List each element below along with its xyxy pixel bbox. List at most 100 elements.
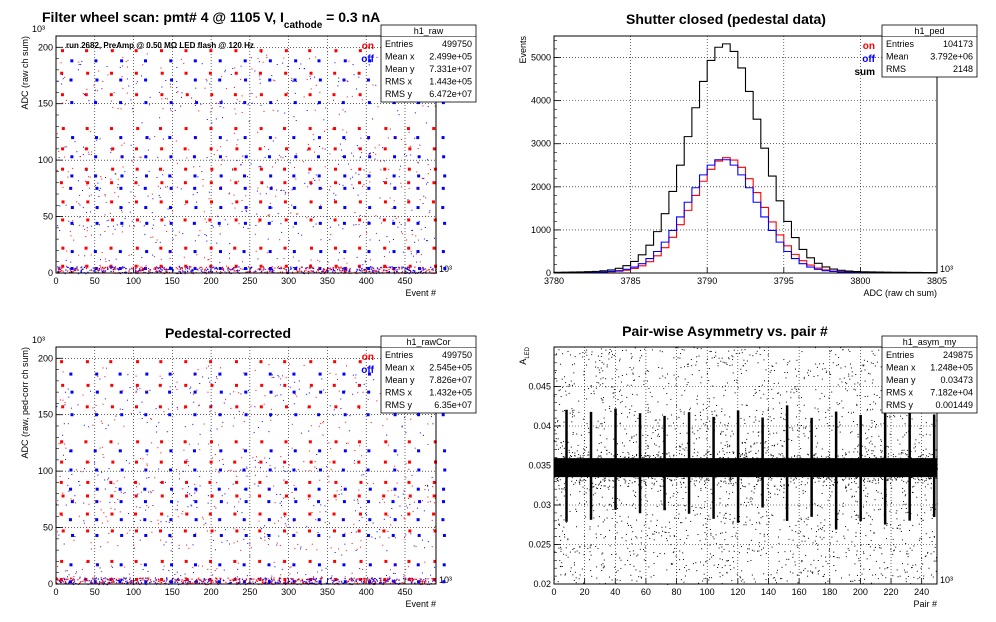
data-point-on bbox=[362, 391, 364, 393]
data-point-on bbox=[327, 51, 329, 53]
data-point-off bbox=[244, 78, 248, 82]
data-point-off bbox=[207, 502, 209, 504]
data-point-on bbox=[283, 512, 287, 516]
data-point-on bbox=[154, 477, 156, 479]
data-point-off bbox=[427, 581, 430, 583]
data-point-off bbox=[192, 449, 196, 453]
data-point-on bbox=[372, 84, 374, 86]
data-point-on bbox=[309, 75, 311, 77]
data-point bbox=[640, 537, 642, 539]
data-point-on bbox=[311, 270, 313, 272]
data-point-on bbox=[267, 578, 269, 580]
data-point-on bbox=[258, 520, 260, 522]
data-point-on bbox=[165, 271, 167, 273]
data-point-off bbox=[219, 449, 223, 453]
data-point-on bbox=[161, 98, 163, 100]
data-point-on bbox=[191, 578, 193, 580]
data-point-off bbox=[143, 487, 147, 491]
data-point-on bbox=[332, 267, 334, 269]
data-point-on bbox=[358, 440, 362, 444]
data-point-off bbox=[355, 550, 357, 552]
data-point-off bbox=[371, 118, 373, 120]
data-point-off bbox=[82, 268, 84, 270]
data-point bbox=[767, 380, 769, 382]
y-tick-label: 200 bbox=[38, 42, 53, 52]
data-point-on bbox=[334, 271, 337, 273]
data-point-off bbox=[324, 148, 326, 150]
data-point-on bbox=[258, 480, 262, 484]
data-point-off bbox=[403, 490, 405, 492]
data-point-off bbox=[189, 493, 191, 495]
data-point-off bbox=[400, 223, 402, 225]
data-point-off bbox=[434, 566, 436, 568]
data-point bbox=[758, 550, 760, 552]
data-point-on bbox=[208, 218, 212, 222]
data-point-on bbox=[290, 581, 292, 583]
data-point-off bbox=[414, 582, 416, 584]
data-point-off bbox=[434, 237, 436, 239]
data-point-off bbox=[359, 269, 361, 272]
data-point-on bbox=[268, 215, 270, 217]
data-point bbox=[697, 430, 699, 432]
data-point-on bbox=[238, 501, 240, 503]
data-point-on bbox=[157, 519, 159, 521]
data-point-off bbox=[189, 392, 191, 394]
data-point-on bbox=[101, 571, 103, 573]
plot-frame bbox=[553, 35, 938, 274]
data-point bbox=[558, 390, 560, 392]
y-exponent: 10³ bbox=[32, 24, 45, 34]
data-point-on bbox=[179, 268, 181, 271]
data-point-on bbox=[411, 234, 413, 236]
data-point-on bbox=[146, 463, 148, 465]
data-point-on bbox=[62, 371, 64, 373]
data-point-off bbox=[230, 74, 232, 76]
data-point-on bbox=[316, 549, 318, 551]
data-point-off bbox=[402, 251, 404, 253]
data-point-on bbox=[65, 570, 67, 572]
x-tick-label: 200 bbox=[204, 587, 219, 597]
data-point-off bbox=[294, 487, 298, 491]
data-point bbox=[838, 364, 840, 366]
data-point-off bbox=[84, 468, 86, 470]
data-point-on bbox=[131, 268, 133, 270]
data-point-off bbox=[226, 139, 228, 141]
data-point-off bbox=[78, 64, 80, 66]
data-point bbox=[715, 414, 717, 416]
data-point-off bbox=[393, 206, 397, 210]
data-point-on bbox=[198, 405, 200, 407]
data-point-off bbox=[400, 231, 402, 233]
data-point-on bbox=[422, 269, 424, 271]
data-point bbox=[825, 582, 827, 584]
data-point-off bbox=[207, 581, 209, 583]
data-point-off bbox=[104, 479, 106, 481]
data-point-off bbox=[240, 469, 242, 471]
data-point-off bbox=[248, 120, 250, 122]
data-point-off bbox=[62, 454, 64, 456]
data-point bbox=[774, 579, 776, 581]
data-point-on bbox=[233, 391, 235, 393]
data-point-off bbox=[369, 579, 372, 581]
data-point-on bbox=[433, 529, 437, 533]
data-point-off bbox=[405, 271, 407, 273]
data-point-on bbox=[110, 559, 114, 563]
data-point-on bbox=[80, 580, 82, 582]
data-point-off bbox=[198, 234, 200, 236]
data-point-off bbox=[56, 578, 58, 581]
data-point-on bbox=[100, 509, 102, 511]
data-point-on bbox=[310, 264, 312, 266]
data-point-on bbox=[271, 377, 273, 379]
data-point-on bbox=[283, 246, 287, 250]
x-axis-label: ADC (raw ch sum) bbox=[863, 288, 937, 298]
data-point-off bbox=[242, 563, 246, 567]
data-point-on bbox=[145, 265, 147, 267]
data-point bbox=[600, 534, 602, 536]
data-point-on bbox=[60, 581, 63, 583]
data-point-on bbox=[384, 127, 388, 131]
data-point-off bbox=[286, 582, 288, 585]
data-point-off bbox=[98, 269, 100, 271]
data-point-on bbox=[182, 510, 184, 512]
data-point bbox=[565, 382, 567, 384]
data-point-off bbox=[114, 267, 116, 269]
data-point-off bbox=[219, 233, 221, 235]
data-point-off bbox=[323, 268, 325, 270]
